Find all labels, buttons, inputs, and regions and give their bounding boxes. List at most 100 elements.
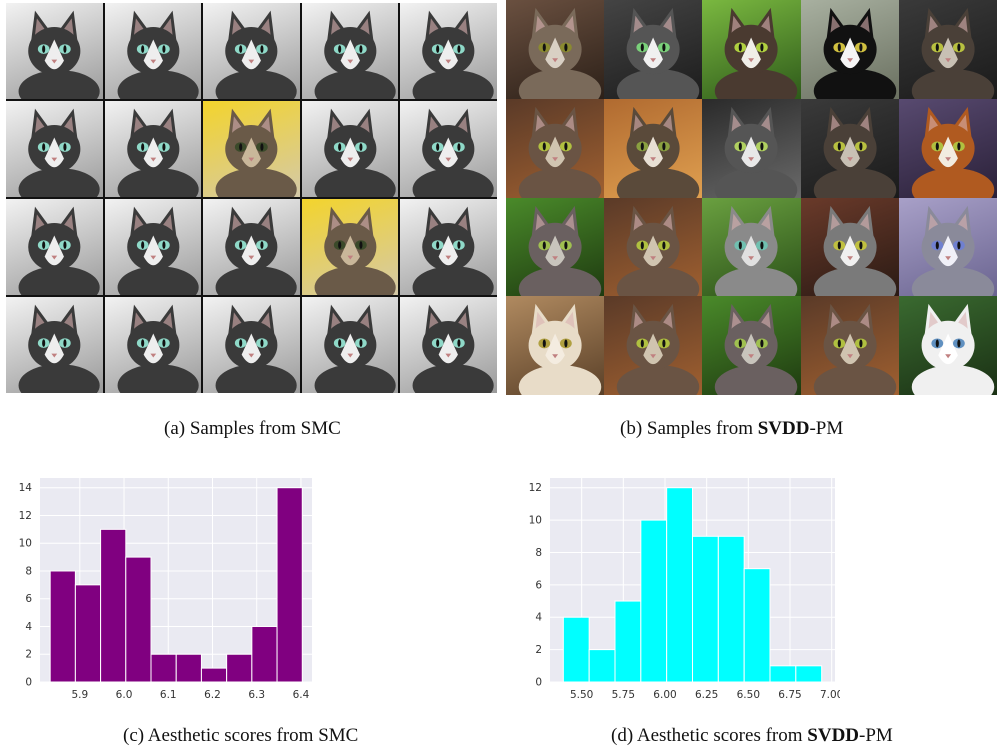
y-tick-label: 10 bbox=[529, 515, 542, 527]
y-tick-label: 6 bbox=[25, 593, 32, 605]
cat-illustration bbox=[215, 304, 297, 393]
cat-illustration bbox=[314, 10, 396, 99]
cat-illustration bbox=[616, 304, 700, 395]
histogram-bar bbox=[562, 616, 590, 683]
x-tick-label: 6.00 bbox=[653, 689, 676, 701]
histogram-bar bbox=[251, 625, 278, 683]
histogram-bar bbox=[49, 570, 76, 683]
y-tick-label: 0 bbox=[535, 677, 542, 689]
svdd-sample-grid bbox=[506, 0, 997, 395]
histogram-smc: 0 2 4 6 8 10 12 14 5.9 6.0 6.1 6.2 6.3 6.4 bbox=[19, 478, 312, 701]
cat-illustration bbox=[715, 205, 798, 297]
histogram-svdd: 0 2 4 6 8 10 12 5.50 5.75 6.00 6.25 6.50 6.75 7.00 bbox=[529, 478, 840, 701]
smc-sample-image bbox=[400, 199, 497, 295]
histogram-bar bbox=[125, 556, 152, 683]
cat-illustration bbox=[813, 304, 896, 395]
x-tick-label: 5.9 bbox=[71, 689, 88, 701]
smc-sample-image bbox=[6, 199, 103, 295]
smc-sample-image bbox=[301, 199, 399, 295]
smc-sample-image bbox=[104, 297, 202, 393]
x-tick-label: 5.75 bbox=[612, 689, 635, 701]
svdd-sample-image bbox=[800, 0, 899, 99]
histogram-bar bbox=[769, 665, 797, 683]
cat-illustration bbox=[518, 205, 602, 297]
svdd-sample-image bbox=[604, 296, 703, 395]
cat-illustration bbox=[412, 108, 495, 197]
svdd-sample-image bbox=[702, 197, 801, 297]
histogram-bar bbox=[640, 519, 668, 683]
x-tick-label: 6.0 bbox=[116, 689, 133, 701]
cat-illustration bbox=[813, 205, 896, 297]
cat-illustration bbox=[715, 106, 798, 198]
smc-sample-image bbox=[203, 3, 300, 99]
x-tick-label: 6.1 bbox=[160, 689, 177, 701]
smc-sample-image bbox=[6, 297, 103, 393]
cat-illustration bbox=[117, 10, 199, 99]
cat-illustration bbox=[18, 108, 100, 197]
svdd-sample-image bbox=[702, 296, 801, 395]
y-tick-label: 10 bbox=[19, 538, 32, 550]
cat-illustration bbox=[412, 304, 495, 393]
svdd-sample-image bbox=[506, 0, 605, 99]
svdd-sample-image bbox=[702, 0, 801, 99]
smc-sample-image bbox=[203, 297, 300, 393]
svdd-sample-image bbox=[604, 197, 703, 297]
cat-illustration bbox=[18, 206, 100, 295]
histogram-bar bbox=[588, 649, 616, 683]
smc-sample-image bbox=[203, 101, 300, 197]
cat-illustration bbox=[813, 106, 896, 198]
cat-illustration bbox=[215, 10, 297, 99]
cat-illustration bbox=[616, 7, 700, 99]
cat-illustration bbox=[911, 106, 995, 198]
cat-illustration bbox=[715, 304, 798, 395]
svdd-sample-image bbox=[506, 296, 605, 395]
histogram-bar bbox=[743, 568, 771, 683]
y-tick-label: 2 bbox=[535, 644, 542, 656]
histogram-bar bbox=[666, 487, 694, 683]
smc-sample-image bbox=[301, 3, 399, 99]
cat-illustration bbox=[314, 108, 396, 197]
cat-illustration bbox=[215, 108, 297, 197]
svdd-sample-image bbox=[898, 98, 997, 198]
cat-illustration bbox=[18, 10, 100, 99]
cat-illustration bbox=[518, 106, 602, 198]
smc-sample-image bbox=[400, 101, 497, 197]
cat-illustration bbox=[616, 106, 700, 198]
svdd-sample-image bbox=[898, 0, 997, 99]
y-tick-label: 2 bbox=[25, 649, 32, 661]
svdd-sample-image bbox=[702, 98, 801, 198]
cat-illustration bbox=[314, 206, 396, 295]
histogram-bar bbox=[100, 528, 127, 683]
cat-illustration bbox=[314, 304, 396, 393]
x-tick-label: 6.4 bbox=[293, 689, 310, 701]
x-tick-label: 6.3 bbox=[248, 689, 265, 701]
y-tick-label: 4 bbox=[25, 621, 32, 633]
x-tick-label: 6.2 bbox=[204, 689, 221, 701]
histogram-bar bbox=[74, 584, 102, 683]
cat-illustration bbox=[518, 7, 602, 99]
histogram-bar bbox=[175, 653, 202, 683]
smc-sample-image bbox=[104, 101, 202, 197]
histogram-bar bbox=[276, 487, 303, 683]
smc-sample-image bbox=[400, 3, 497, 99]
smc-sample-image bbox=[400, 297, 497, 393]
cat-illustration bbox=[715, 7, 798, 99]
cat-illustration bbox=[117, 206, 199, 295]
cat-illustration bbox=[911, 7, 995, 99]
smc-sample-image bbox=[6, 3, 103, 99]
cat-illustration bbox=[18, 304, 100, 393]
y-tick-label: 14 bbox=[19, 482, 33, 494]
x-tick-label: 6.25 bbox=[695, 689, 718, 701]
svdd-sample-image bbox=[506, 98, 605, 198]
x-tick-label: 6.75 bbox=[778, 689, 801, 701]
cat-illustration bbox=[215, 206, 297, 295]
cat-illustration bbox=[813, 7, 896, 99]
cat-illustration bbox=[117, 108, 199, 197]
caption-a: (a) Samples from SMC bbox=[164, 418, 341, 439]
x-tick-label: 5.50 bbox=[570, 689, 593, 701]
svdd-sample-image bbox=[800, 296, 899, 395]
smc-sample-image bbox=[104, 199, 202, 295]
caption-d: (d) Aesthetic scores from SVDD-PM bbox=[611, 725, 893, 746]
y-tick-label: 8 bbox=[25, 565, 32, 577]
y-tick-label: 12 bbox=[19, 510, 32, 522]
